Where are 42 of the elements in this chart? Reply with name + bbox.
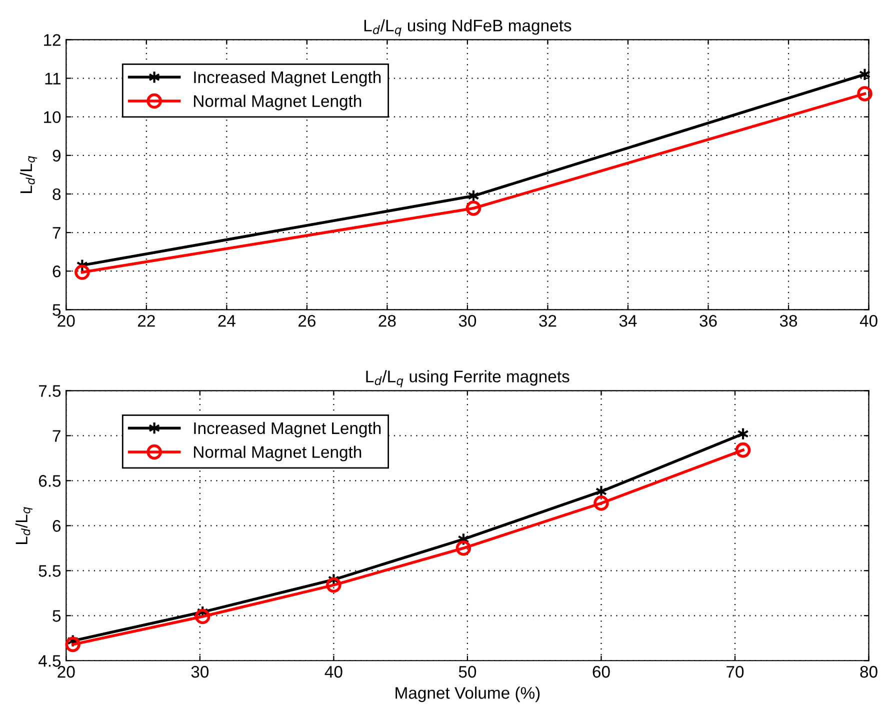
y-tick-label: 12: [44, 34, 60, 46]
x-tick-label: 24: [218, 314, 236, 327]
y-tick-label: 7.5: [38, 385, 61, 397]
x-tick-label: 26: [298, 314, 316, 327]
y-tick-label: 6: [52, 266, 61, 278]
x-tick-label: 20: [58, 314, 75, 327]
y-tick-label: 6.5: [38, 475, 61, 487]
y-tick-label: 8: [52, 188, 61, 200]
y-axis-title: L$_{d}$/L$_{q}$: [15, 507, 32, 544]
x-tick-label: 22: [138, 314, 155, 327]
x-tick-label: 80: [860, 666, 878, 678]
y-tick-label: 9: [52, 150, 60, 162]
x-tick-label: 70: [726, 666, 744, 678]
y-tick-label: 6: [52, 520, 61, 532]
x-tick-label: 30: [191, 666, 209, 678]
chart-title: L$_{d}$/L$_{q}$ using NdFeB magnets: [364, 19, 572, 36]
legend-label: Increased Magnet Length: [194, 70, 381, 86]
y-tick-label: 5.5: [38, 565, 61, 577]
y-tick-label: 4.5: [38, 655, 61, 667]
x-tick-label: 38: [780, 314, 798, 327]
x-tick-label: 32: [539, 314, 556, 327]
y-tick-label: 5: [52, 610, 61, 622]
x-tick-label: 28: [378, 314, 396, 327]
x-tick-label: 60: [592, 666, 610, 678]
x-tick-label: 30: [458, 314, 476, 327]
y-axis-title: L$_{d}$/L$_{q}$: [20, 156, 38, 193]
x-tick-label: 40: [324, 666, 342, 678]
y-tick-label: 7: [52, 227, 60, 239]
x-tick-label: 50: [458, 666, 476, 678]
legend-label: Normal Magnet Length: [194, 446, 362, 462]
x-tick-label: 40: [860, 314, 878, 327]
y-tick-label: 10: [44, 111, 61, 124]
chart-title: L$_{d}$/L$_{q}$ using Ferrite magnets: [366, 370, 570, 388]
x-tick-label: 36: [700, 314, 717, 327]
x-tick-label: 34: [619, 314, 637, 327]
x-tick-label: 20: [58, 666, 75, 678]
x-axis-title: Magnet Volume (%): [396, 686, 540, 702]
legend-label: Normal Magnet Length: [194, 94, 362, 110]
legend-label: Increased Magnet Length: [194, 422, 381, 438]
y-tick-label: 7: [52, 430, 60, 442]
y-tick-label: 11: [45, 72, 60, 84]
y-tick-label: 5: [52, 304, 61, 316]
